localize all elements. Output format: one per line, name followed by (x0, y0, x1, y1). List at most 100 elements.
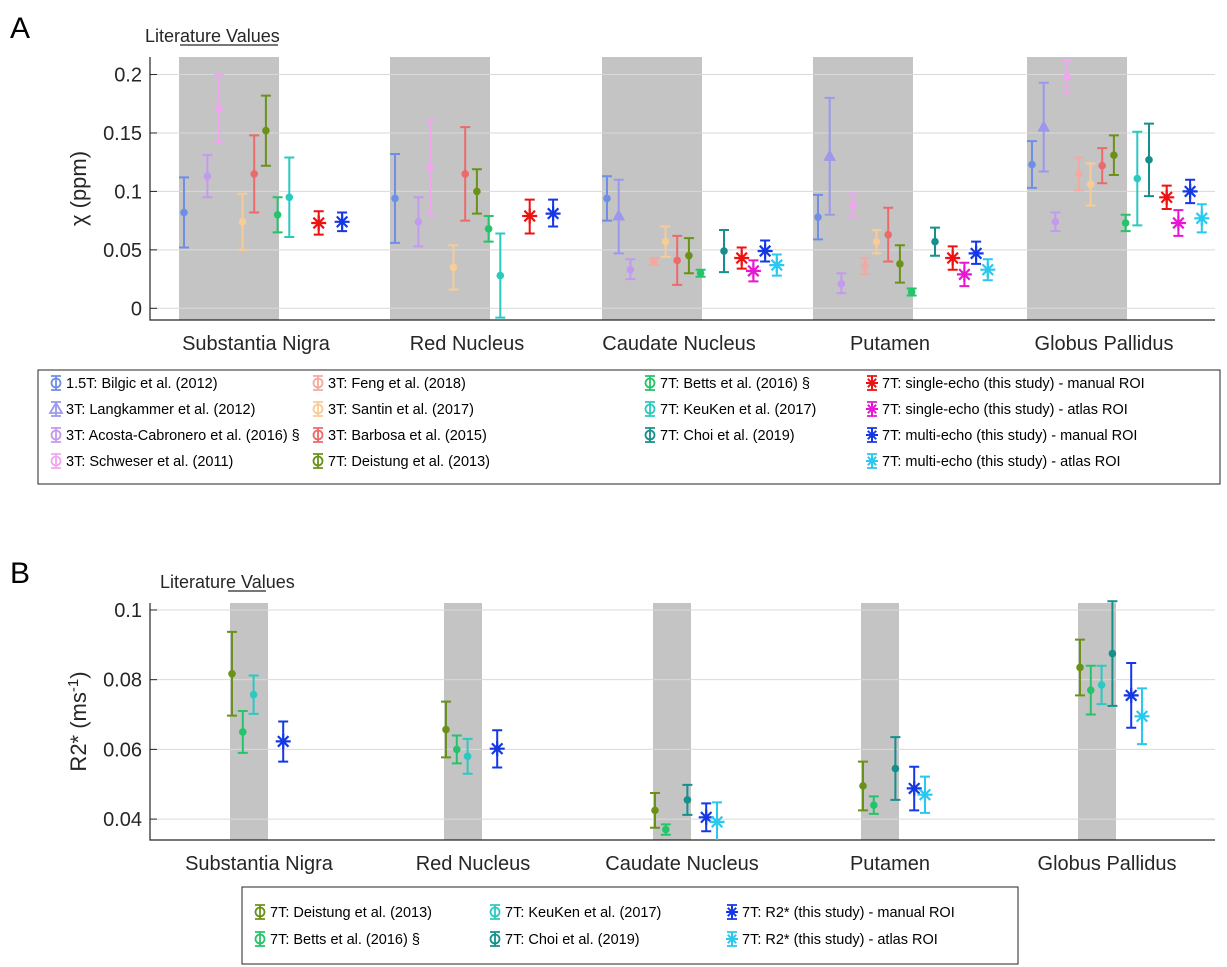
category-label: Putamen (850, 853, 930, 875)
data-point-star (275, 733, 291, 749)
data-point-triangle (612, 208, 626, 221)
data-point (496, 271, 505, 280)
legend-label: 3T: Schweser et al. (2011) (66, 454, 233, 470)
data-point-star (956, 266, 972, 282)
data-point (1087, 686, 1095, 694)
category-label: Substantia Nigra (185, 853, 334, 875)
data-point (685, 251, 693, 260)
legend-label: 7T: Betts et al. (2016) § (660, 376, 810, 392)
legend-label: 7T: multi-echo (this study) - manual ROI (882, 428, 1137, 444)
data-point (1098, 161, 1106, 170)
legend-label: 7T: Choi et al. (2019) (660, 428, 795, 444)
data-point (1097, 681, 1106, 689)
data-point (238, 218, 247, 226)
data-point (215, 104, 223, 113)
data-point-star (906, 780, 922, 796)
data-point-star (734, 250, 750, 266)
y-tick-label: 0 (131, 298, 142, 320)
data-point (262, 126, 270, 135)
legend-circle-icon (312, 377, 324, 389)
literature-shade (390, 57, 490, 320)
data-point-star (1194, 210, 1210, 226)
legend-circle-icon (644, 403, 656, 415)
legend-label: 7T: single-echo (this study) - manual RO… (882, 376, 1145, 392)
legend-triangle-icon (48, 401, 64, 414)
legend-circle-icon (312, 429, 324, 441)
legend-label: 7T: Deistung et al. (2013) (328, 454, 490, 470)
legend-star-icon (866, 377, 878, 389)
data-point (1075, 170, 1083, 178)
data-point-star (311, 215, 327, 231)
chart-panel-B: B 0.04 0.06 0.08 0.1 Substantia Nigra Red Nucl… (10, 557, 1215, 965)
legend-label: 3T: Langkammer et al. (2012) (66, 402, 255, 418)
legend-circle-icon (312, 403, 324, 415)
data-point (285, 193, 294, 202)
data-point (461, 170, 470, 178)
category-label: Globus Pallidus (1038, 853, 1177, 875)
data-point-star (980, 262, 996, 278)
chart-panel-A: A 0 0.05 0.1 0.15 0.2 Substantia Nigra Red Nucl… (10, 12, 1221, 485)
data-point (661, 237, 670, 246)
legend-label: 1.5T: Bilgic et al. (2012) (66, 376, 218, 392)
data-point (870, 801, 878, 809)
legend-label: 7T: KeuKen et al. (2017) (660, 402, 816, 418)
legend-circle-icon (312, 455, 324, 467)
data-point (239, 728, 247, 736)
legend-label: 7T: R2* (this study) - atlas ROI (742, 932, 938, 948)
y-tick-label: 0.04 (103, 809, 142, 831)
legend-box (241, 886, 1019, 965)
data-point (463, 752, 472, 761)
data-point (1108, 649, 1117, 658)
legend-entry: 7T: multi-echo (this study) - manual ROI (866, 427, 1137, 444)
legend-entry: 3T: Barbosa et al. (2015) (312, 427, 487, 444)
legend-circle-icon (254, 906, 266, 918)
y-tick-label: 0.06 (103, 739, 142, 761)
data-point (603, 194, 611, 203)
legend-entry: 7T: single-echo (this study) - manual RO… (866, 375, 1145, 392)
data-point (484, 225, 493, 233)
legend-label: 7T: Deistung et al. (2013) (270, 905, 432, 921)
data-point (273, 211, 282, 219)
legend-box (37, 369, 1221, 485)
data-point (1145, 156, 1153, 164)
data-point-star (917, 787, 933, 803)
y-axis-label: R2* (ms-1) (65, 671, 92, 771)
legend-entry: 7T: Choi et al. (2019) (644, 427, 795, 444)
data-point (1051, 218, 1060, 226)
literature-shade (653, 603, 691, 840)
data-point (859, 782, 867, 790)
data-point (626, 265, 635, 274)
data-point (1063, 73, 1071, 81)
data-point (696, 269, 705, 278)
legend-label: 7T: KeuKen et al. (2017) (505, 905, 661, 921)
data-point-star (745, 263, 761, 279)
data-point (228, 669, 236, 678)
data-point (1121, 219, 1130, 227)
data-point-triangle (1037, 120, 1051, 132)
data-point-triangle (823, 149, 837, 161)
data-point (180, 208, 188, 217)
y-tick-label: 0.05 (103, 240, 142, 262)
data-point (1076, 663, 1084, 672)
data-point (837, 279, 846, 288)
literature-shade (444, 603, 482, 840)
legend-star-icon (866, 403, 878, 415)
legend-label: 3T: Acosta-Cabronero et al. (2016) § (66, 428, 300, 444)
data-point (849, 201, 857, 210)
y-axis-label: χ (ppm) (66, 151, 91, 226)
legend-entry: 7T: R2* (this study) - atlas ROI (726, 931, 938, 948)
legend-circle-icon (489, 906, 501, 918)
data-point (473, 187, 481, 196)
data-point-star (1182, 183, 1198, 199)
data-point (896, 260, 904, 268)
data-point (884, 230, 893, 239)
legend-circle-icon (50, 429, 62, 441)
data-point-star (1123, 687, 1139, 703)
data-point (249, 690, 258, 699)
data-point (891, 764, 900, 773)
legend-entry: 7T: single-echo (this study) - atlas ROI (866, 401, 1128, 418)
data-point (662, 825, 670, 834)
data-point (673, 256, 682, 265)
data-point (453, 745, 461, 754)
